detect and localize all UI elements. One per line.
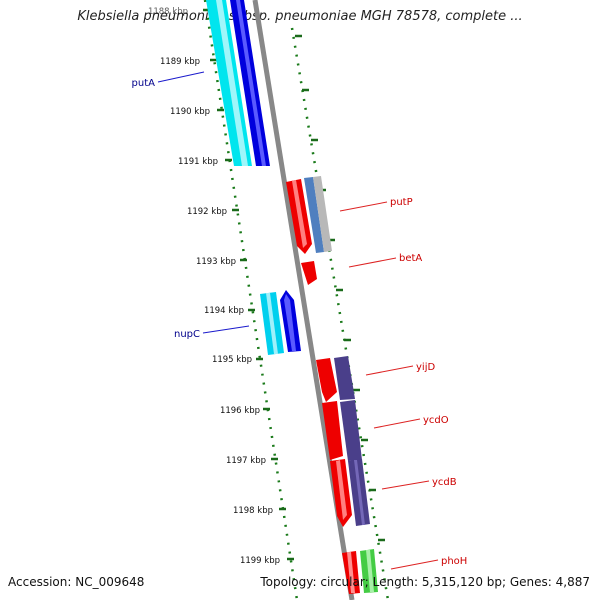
gene-ycdB-purple-highlight <box>354 460 365 525</box>
gene-putP-steelblue[interactable] <box>304 177 324 253</box>
kbp-label-1190: 1190 kbp <box>170 107 210 117</box>
kbp-label-1199: 1199 kbp <box>240 556 280 566</box>
leader-putA <box>157 71 205 83</box>
gene-ycdO-purple[interactable] <box>340 400 362 461</box>
kbp-label-1188: 1188 kbp <box>148 7 188 17</box>
gene-label-phoH[interactable]: phoH <box>441 556 467 567</box>
leader-betA <box>348 257 397 268</box>
gene-ycdB-red-highlight <box>336 460 347 520</box>
kbp-label-1197: 1197 kbp <box>226 456 266 466</box>
gene-label-ycdO[interactable]: ycdO <box>423 415 449 426</box>
kbp-label-1194: 1194 kbp <box>204 306 244 316</box>
inner-tick-ring <box>203 0 299 600</box>
kbp-label-1192: 1192 kbp <box>187 207 227 217</box>
gene-label-ycdB[interactable]: ycdB <box>432 477 457 488</box>
kbp-label-1198: 1198 kbp <box>233 506 273 516</box>
gene-nupC-blue-highlight <box>284 294 296 351</box>
leader-yijD <box>365 365 414 376</box>
gene-putP-gray[interactable] <box>313 176 332 252</box>
kbp-label-1196: 1196 kbp <box>220 406 260 416</box>
kbp-label-1193: 1193 kbp <box>196 257 236 267</box>
gene-label-betA[interactable]: betA <box>399 253 422 264</box>
gene-phoH-green-highlight <box>366 550 374 592</box>
gene-ycdO-red-upper[interactable] <box>322 401 343 460</box>
map-title: Klebsiella pneumoniae subsp. pneumoniae … <box>77 9 523 24</box>
gene-betA-red[interactable] <box>301 261 317 285</box>
accession-text: Accession: NC_009648 <box>8 575 145 589</box>
gene-phoH-red-highlight <box>347 552 355 593</box>
leader-ycdO <box>373 418 421 429</box>
genome-info-text: Topology: circular; Length: 5,315,120 bp… <box>260 575 590 589</box>
gene-putA-blue-highlight <box>236 0 266 166</box>
leader-nupC <box>202 325 250 334</box>
gene-yijD-purple[interactable] <box>334 356 355 400</box>
gene-label-nupC[interactable]: nupC <box>174 329 200 340</box>
gene-putP-red-highlight <box>292 180 307 248</box>
leader-phoH <box>390 559 439 570</box>
leader-putP <box>339 201 388 212</box>
gene-yijD-red[interactable] <box>316 358 337 402</box>
gene-label-yijD[interactable]: yijD <box>416 362 435 373</box>
leader-ycdB <box>381 480 430 490</box>
outer-tick-ring <box>290 27 390 600</box>
gene-putA-cyan-highlight <box>216 0 248 166</box>
kbp-label-1189: 1189 kbp <box>160 57 200 67</box>
gene-label-putP[interactable]: putP <box>390 197 413 208</box>
gene-nupC-cyan-highlight <box>266 293 278 354</box>
kbp-label-1191: 1191 kbp <box>178 157 218 167</box>
kbp-label-1195: 1195 kbp <box>212 355 252 365</box>
gene-label-putA[interactable]: putA <box>132 78 156 89</box>
